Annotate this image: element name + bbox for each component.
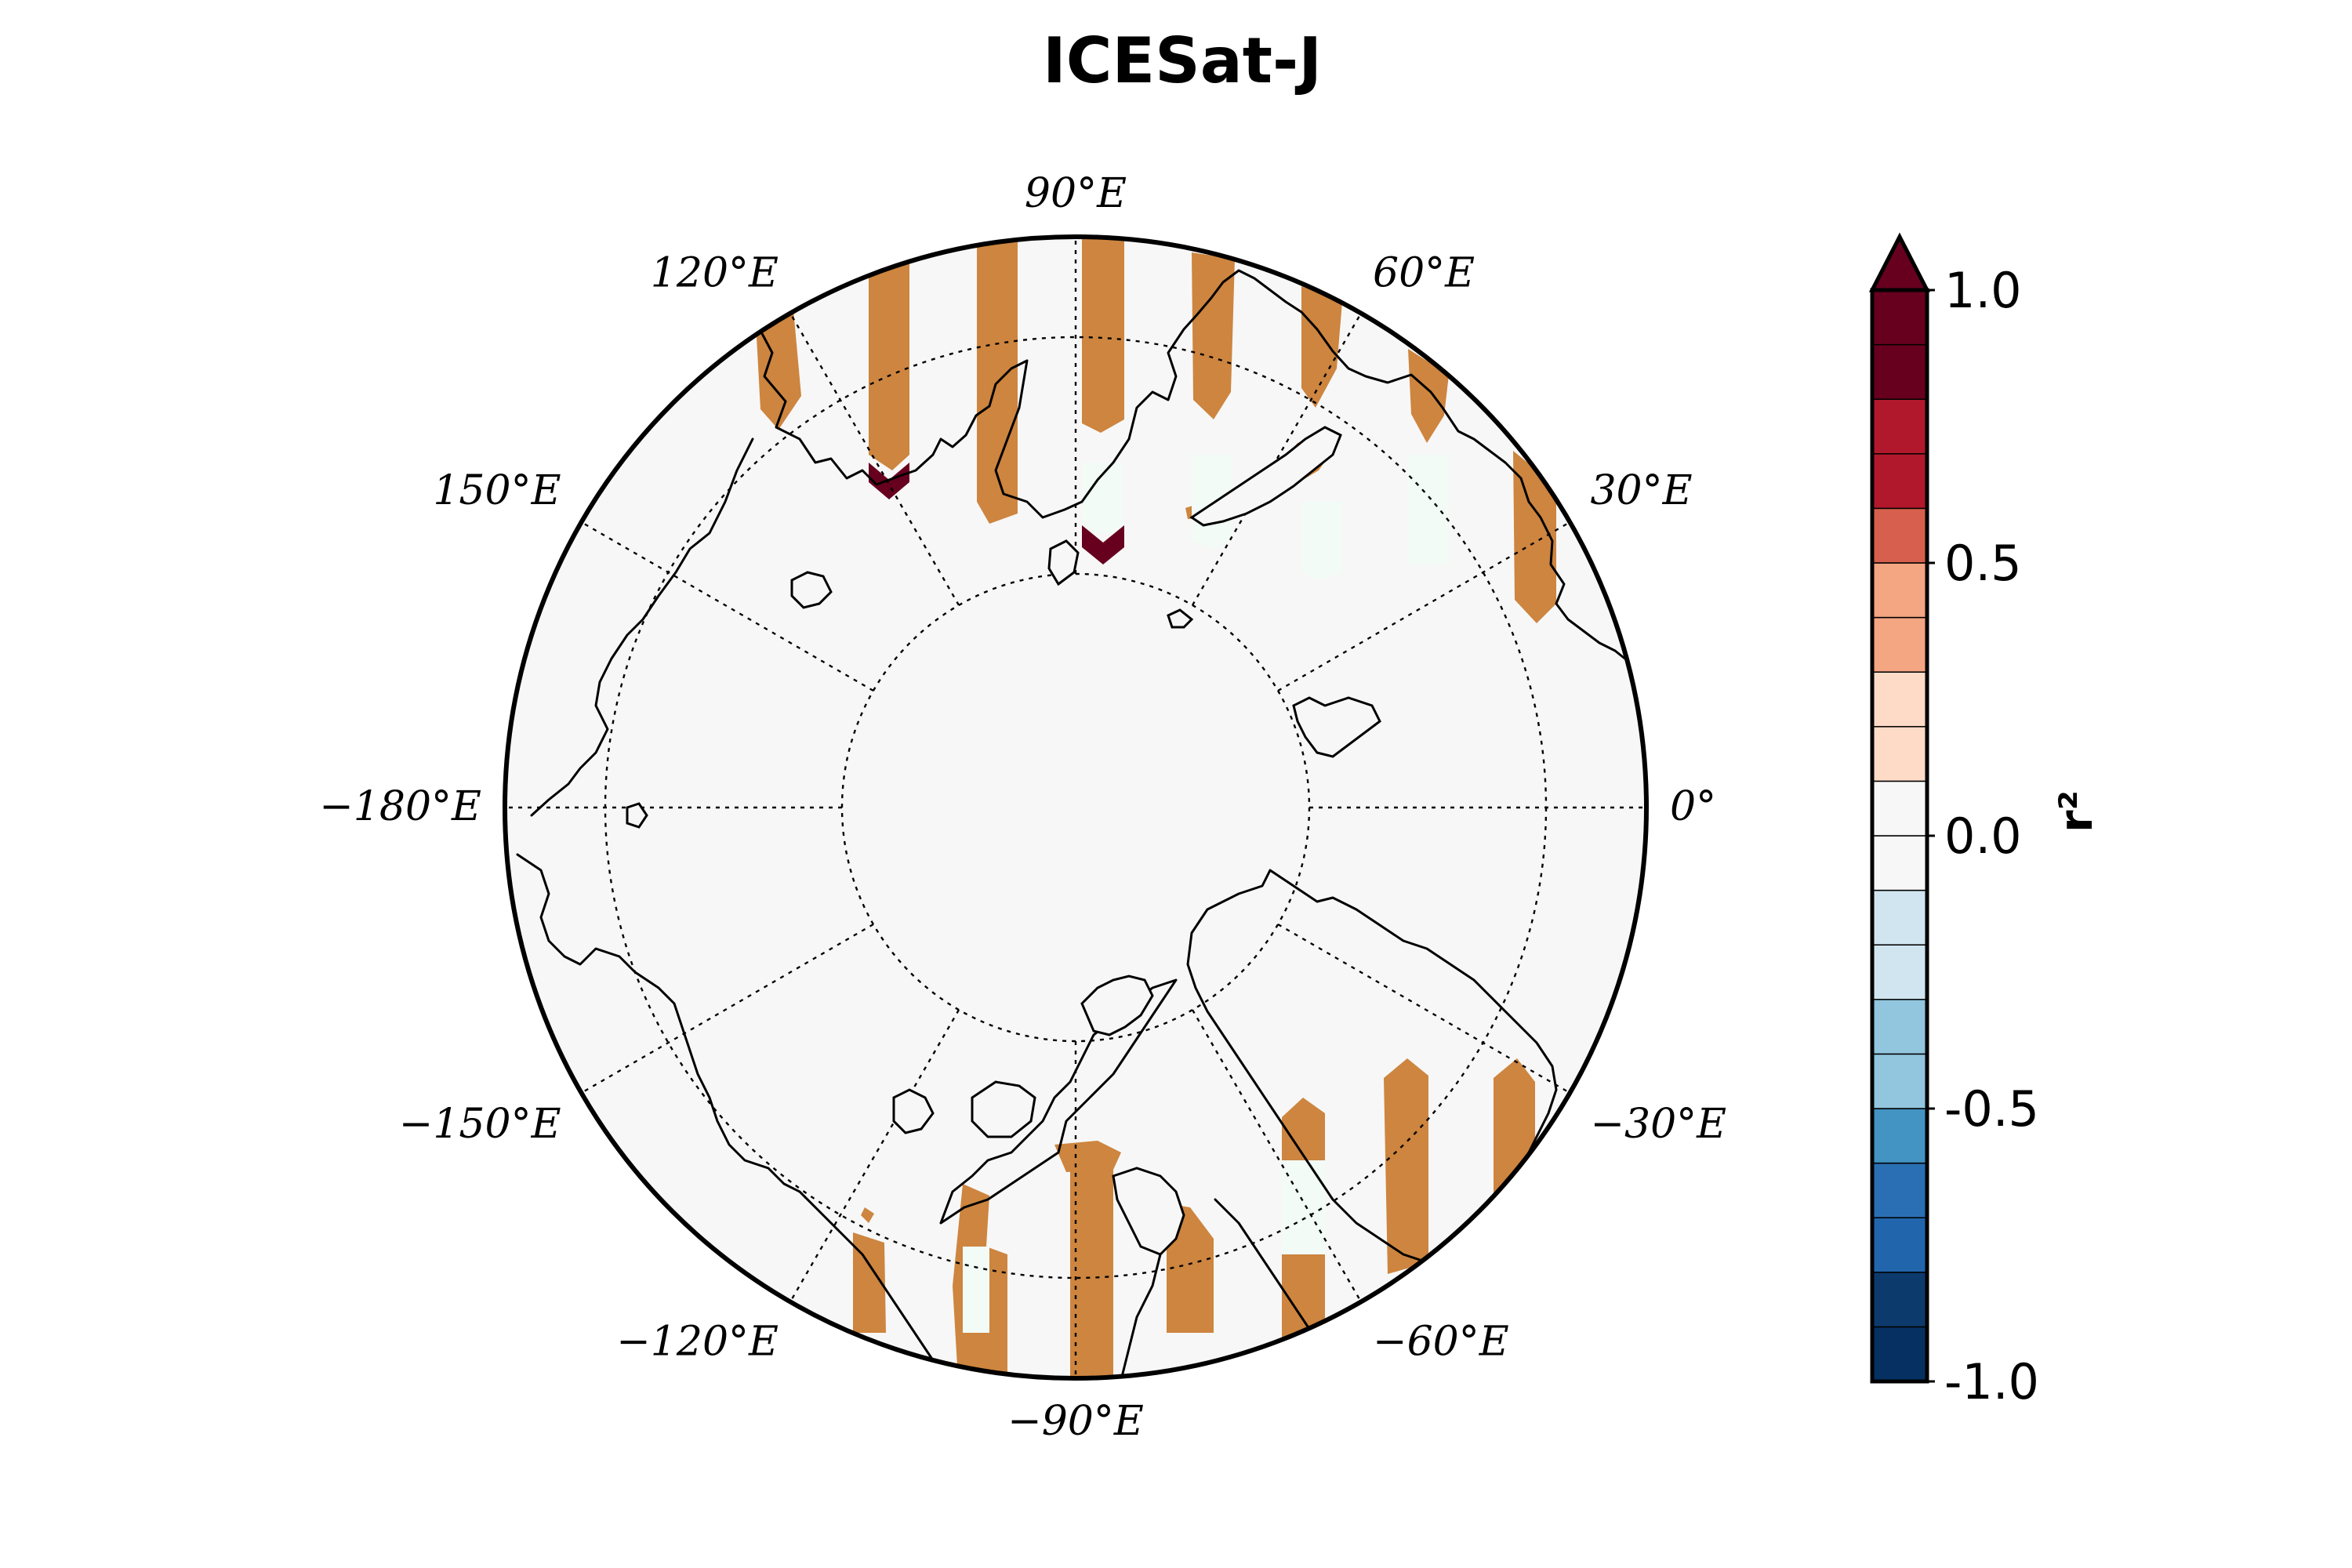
colorbar: 1.0 0.5 0.0 -0.5 -1.0 r² (1868, 232, 2103, 1410)
colorbar-level (1871, 1217, 1928, 1273)
coastline-canada-archipelago (939, 978, 1178, 1225)
island-new-siberian (790, 571, 833, 609)
masked-swath (1192, 252, 1235, 419)
masked-swath (1513, 451, 1556, 623)
colorbar-level (1871, 343, 1928, 400)
coastline-scandinavia (1519, 477, 1646, 676)
colorbar-level (1871, 398, 1928, 455)
map-boundary (503, 234, 1649, 1381)
longitude-label: −60°E (1373, 1318, 1509, 1365)
colorbar-level (1871, 453, 1928, 510)
masked-swath (853, 1232, 886, 1333)
island-wrangel (626, 802, 648, 829)
colorbar-tick-label: 1.0 (1944, 262, 2022, 319)
coastline-alaska (516, 853, 942, 1374)
island-franz-josef (1167, 608, 1194, 629)
colorbar-level (1871, 999, 1928, 1055)
colorbar-level (1871, 726, 1928, 782)
colorbar-level (1871, 671, 1928, 728)
longitude-label: −150°E (399, 1101, 561, 1148)
colorbar-label: r² (2049, 790, 2103, 833)
colorbar-level (1871, 944, 1928, 1000)
masked-swath (1494, 1058, 1535, 1278)
colorbar-level (1871, 562, 1928, 619)
masked-swath (861, 1207, 874, 1223)
masked-swath (869, 259, 909, 470)
map: 90°E 60°E 30°E 0° −30°E −60°E −90°E −120°E −150°… (319, 170, 1726, 1445)
colorbar-tick-label: 0.0 (1944, 808, 2022, 865)
island-severnaya-zemlya (1047, 539, 1080, 586)
graticule (505, 237, 1646, 1378)
masked-swath (1384, 1058, 1428, 1274)
near-zero-swaths (963, 455, 1449, 1333)
colorbar-level (1871, 1108, 1928, 1164)
coastline-greenland (1186, 869, 1558, 1264)
longitude-label: −120°E (616, 1318, 779, 1365)
masked-swath (977, 237, 1018, 524)
colorbar-level (1871, 616, 1928, 673)
near-zero-swath (963, 1247, 989, 1333)
longitude-label: 90°E (1025, 170, 1127, 217)
colorbar-ticks: 1.0 0.5 0.0 -0.5 -1.0 (1927, 262, 2039, 1410)
colorbar-extend-arrow (1868, 232, 1931, 292)
masked-swath (757, 310, 801, 430)
longitude-label: 120°E (651, 250, 779, 297)
coastlines (516, 269, 1646, 1378)
colorbar-tick-label: -0.5 (1944, 1080, 2039, 1138)
near-zero-swath (1301, 502, 1342, 580)
longitude-label: 30°E (1590, 467, 1692, 514)
masked-swath (1070, 1146, 1113, 1378)
longitude-label: −30°E (1590, 1101, 1726, 1148)
longitude-label: 0° (1670, 783, 1716, 830)
colorbar-level (1871, 1053, 1928, 1109)
figure-title: ICESat-J (1043, 24, 1322, 97)
colorbar-tick-label: -1.0 (1944, 1353, 2039, 1410)
longitude-label: 60°E (1373, 250, 1475, 297)
coastline-siberia (757, 269, 1523, 519)
colorbar-level (1871, 1162, 1928, 1218)
masked-swath (1301, 286, 1342, 408)
colorbar-level (1871, 780, 1928, 837)
longitude-label: −180°E (319, 783, 481, 830)
island-ellesmere (1080, 975, 1154, 1036)
colorbar-tick-label: 0.5 (1944, 535, 2022, 592)
masked-swath (1167, 1203, 1214, 1333)
colorbar-level (1871, 507, 1928, 564)
extended-marker (1082, 525, 1124, 564)
colorbar-level (1871, 1272, 1928, 1328)
island-svalbard (1292, 696, 1381, 758)
longitude-label: 150°E (433, 467, 561, 514)
colorbar-segments (1871, 289, 1928, 1382)
island-baffin (1112, 1167, 1185, 1256)
near-zero-swath (1082, 463, 1123, 533)
coastline-chukotka (530, 437, 754, 817)
colorbar-level (1871, 889, 1928, 946)
masked-swath (1408, 349, 1449, 443)
map-content (505, 237, 1646, 1378)
island-victoria (971, 1080, 1036, 1138)
longitude-labels: 90°E 60°E 30°E 0° −30°E −60°E −90°E −120°E −150°… (319, 170, 1726, 1445)
colorbar-level (1871, 1326, 1928, 1382)
map-disc (505, 237, 1646, 1378)
masked-swath (1082, 237, 1124, 433)
longitude-label: −90°E (1007, 1398, 1144, 1445)
near-zero-swath (1408, 455, 1449, 564)
masked-swath (1054, 1141, 1121, 1172)
colorbar-level (1871, 289, 1928, 346)
masked-swaths (757, 237, 1556, 1378)
colorbar-level (1871, 835, 1928, 891)
island-banks (892, 1088, 935, 1134)
island-novaya-zemlya (1189, 426, 1342, 527)
